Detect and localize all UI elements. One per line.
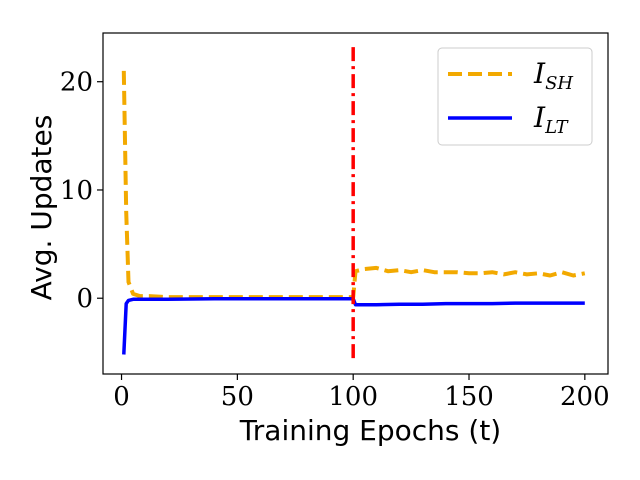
y-tick-label-0: 0 bbox=[76, 284, 93, 314]
legend-box bbox=[437, 47, 593, 146]
axes-frame bbox=[102, 32, 609, 375]
x-tick-label-0: 0 bbox=[113, 382, 130, 412]
axes: 0 50 100 150 200 0 10 20 Training Epochs (t) Avg.… bbox=[25, 32, 610, 447]
y-axis-label: Avg. Updates bbox=[25, 115, 58, 301]
x-tick-label-100: 100 bbox=[328, 382, 378, 412]
y-tick-label-20: 20 bbox=[60, 68, 93, 98]
x-axis-label: Training Epochs (t) bbox=[239, 414, 501, 447]
x-tick-label-200: 200 bbox=[560, 382, 610, 412]
legend-label-sh: ISH bbox=[533, 57, 573, 94]
series-layer bbox=[121, 47, 586, 360]
x-tick-label-150: 150 bbox=[444, 382, 494, 412]
legend-label-lt: ILT bbox=[533, 101, 570, 138]
series-line-i-sh bbox=[121, 70, 586, 300]
legend: ISH ILT bbox=[437, 47, 593, 146]
x-tick-label-50: 50 bbox=[221, 382, 254, 412]
y-tick-label-10: 10 bbox=[60, 176, 93, 206]
